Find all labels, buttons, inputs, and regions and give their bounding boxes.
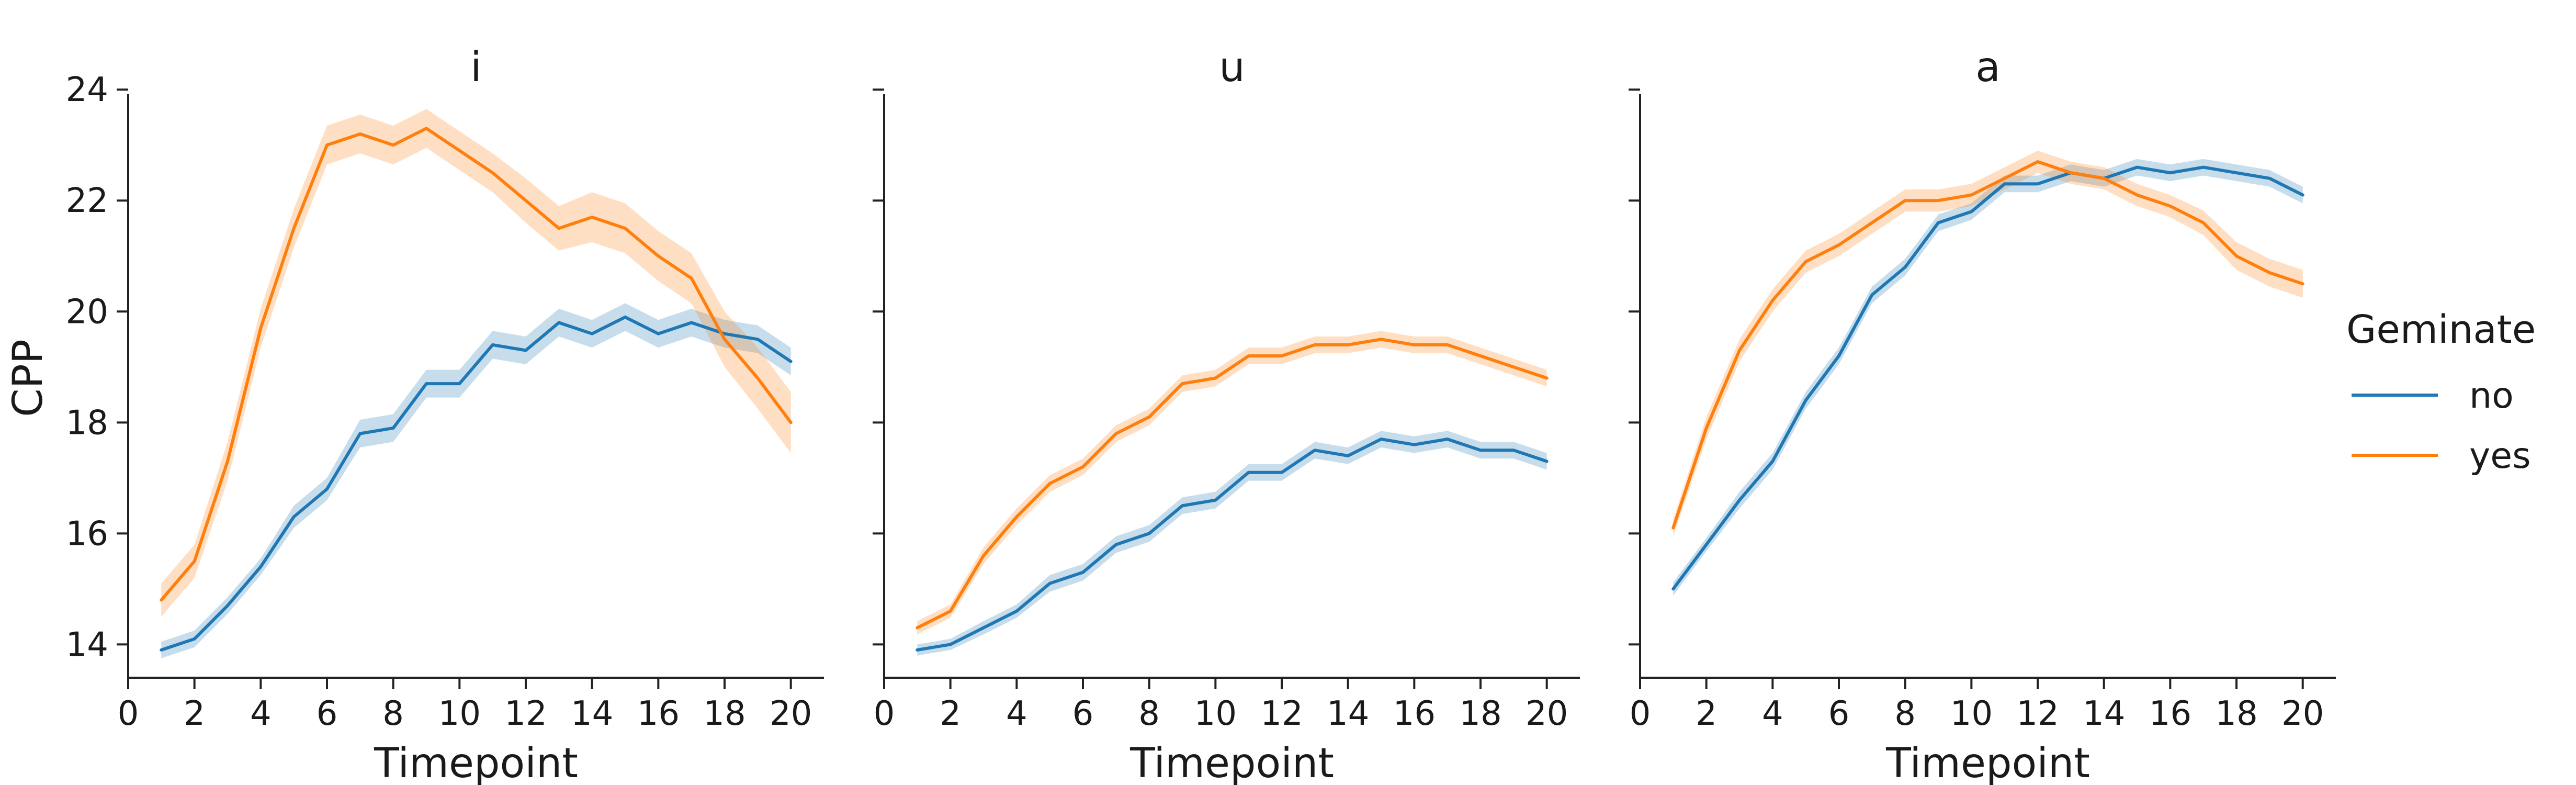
x-tick-label: 8 (1894, 694, 1916, 733)
legend-label: yes (2469, 435, 2531, 477)
panel-title: u (1219, 44, 1245, 91)
x-tick-label: 0 (1630, 694, 1651, 733)
x-tick-label: 20 (2281, 694, 2324, 733)
x-tick-label: 14 (1327, 694, 1369, 733)
x-tick-label: 16 (637, 694, 680, 733)
y-tick-label: 18 (66, 403, 108, 442)
x-tick-label: 6 (317, 694, 338, 733)
x-tick-label: 10 (1950, 694, 1993, 733)
y-tick-label: 14 (66, 625, 108, 664)
x-tick-label: 12 (504, 694, 547, 733)
legend-title: Geminate (2346, 307, 2536, 352)
x-tick-label: 2 (940, 694, 961, 733)
series-line-yes (160, 127, 793, 602)
legend-label: no (2469, 375, 2514, 417)
panel-u: 0 2 4 6 8 10 12 14 16 18 20 u Timepoint (873, 44, 1580, 785)
x-tick-label: 8 (382, 694, 404, 733)
ci-band-yes (917, 331, 1547, 635)
x-tick-label: 0 (874, 694, 895, 733)
y-tick-label: 24 (66, 71, 108, 109)
x-tick-label: 4 (1762, 694, 1783, 733)
x-axis-title: Timepoint (374, 740, 578, 785)
x-tick-label: 18 (703, 694, 745, 733)
panel-title: a (1975, 44, 2001, 91)
x-tick-label: 6 (1828, 694, 1850, 733)
legend-item-no: no (2352, 375, 2514, 417)
x-tick-label: 20 (1526, 694, 1568, 733)
x-tick-label: 8 (1138, 694, 1160, 733)
y-tick-label: 20 (66, 293, 108, 331)
legend-item-yes: yes (2352, 435, 2531, 477)
ci-band-no (161, 303, 791, 658)
x-axis-title: Timepoint (1885, 740, 2090, 785)
x-tick-label: 12 (1260, 694, 1303, 733)
x-tick-label: 2 (1696, 694, 1717, 733)
x-axis-title: Timepoint (1129, 740, 1334, 785)
series-line-yes (916, 338, 1549, 630)
legend: Geminate no yes (2346, 307, 2536, 477)
y-axis-title: CPP (5, 339, 52, 417)
panel-title: i (470, 44, 482, 91)
series-line-yes (1671, 160, 2304, 530)
y-tick-label: 16 (66, 514, 108, 553)
ci-band-yes (1673, 150, 2303, 536)
x-tick-label: 4 (1006, 694, 1027, 733)
series-line-no (916, 438, 1549, 652)
x-tick-label: 2 (184, 694, 205, 733)
x-tick-label: 14 (571, 694, 613, 733)
x-tick-label: 16 (1393, 694, 1436, 733)
y-tick-label: 22 (66, 182, 108, 220)
x-tick-label: 0 (118, 694, 139, 733)
ci-band-no (917, 431, 1547, 656)
x-tick-label: 16 (2149, 694, 2191, 733)
x-tick-label: 20 (770, 694, 812, 733)
series-line-no (1671, 165, 2304, 591)
x-tick-label: 6 (1072, 694, 1094, 733)
x-tick-label: 14 (2083, 694, 2125, 733)
series-line-no (160, 315, 793, 652)
x-tick-label: 18 (1459, 694, 1501, 733)
x-tick-label: 18 (2215, 694, 2257, 733)
panel-a: 0 2 4 6 8 10 12 14 16 18 20 a Timepoint (1629, 44, 2336, 785)
x-tick-label: 4 (250, 694, 272, 733)
x-tick-label: 10 (438, 694, 481, 733)
x-tick-label: 10 (1194, 694, 1237, 733)
x-tick-label: 12 (2016, 694, 2059, 733)
